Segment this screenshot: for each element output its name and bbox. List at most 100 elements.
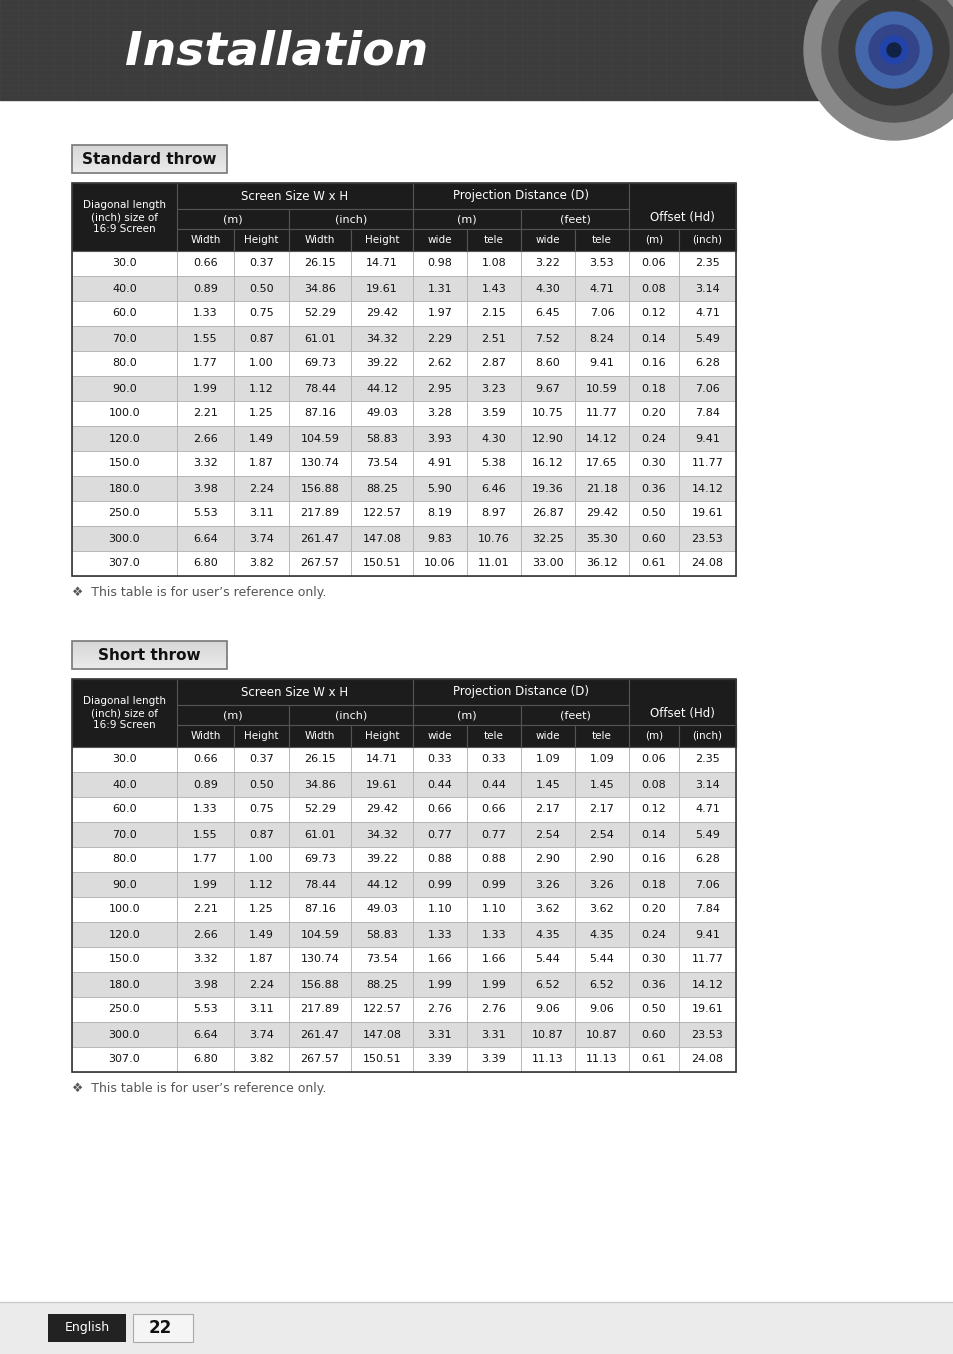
- Text: 26.15: 26.15: [304, 259, 335, 268]
- Bar: [628, 772, 679, 798]
- Text: 6.80: 6.80: [193, 1055, 217, 1064]
- Bar: [177, 822, 233, 848]
- Text: 0.98: 0.98: [427, 259, 452, 268]
- Bar: [71, 822, 177, 848]
- Bar: [289, 747, 351, 772]
- Bar: [628, 551, 679, 575]
- Bar: [520, 525, 575, 551]
- Text: 3.59: 3.59: [481, 409, 506, 418]
- Text: 3.11: 3.11: [249, 509, 274, 519]
- Bar: [71, 183, 177, 250]
- Text: 19.61: 19.61: [366, 780, 397, 789]
- Text: 180.0: 180.0: [109, 979, 140, 990]
- Text: Short throw: Short throw: [98, 647, 200, 662]
- Text: 22: 22: [149, 1319, 172, 1336]
- Bar: [233, 250, 289, 276]
- Text: 0.12: 0.12: [641, 309, 666, 318]
- Text: 32.25: 32.25: [532, 533, 563, 543]
- Text: 3.31: 3.31: [427, 1029, 452, 1040]
- Bar: [679, 229, 735, 250]
- Text: 7.06: 7.06: [695, 880, 720, 890]
- Text: 0.61: 0.61: [641, 558, 665, 569]
- Text: 44.12: 44.12: [366, 383, 397, 394]
- Bar: [233, 326, 289, 351]
- Text: 6.46: 6.46: [481, 483, 506, 493]
- Bar: [71, 183, 735, 575]
- Bar: [628, 250, 679, 276]
- Bar: [289, 525, 351, 551]
- Text: Installation: Installation: [125, 30, 428, 74]
- Text: 2.35: 2.35: [695, 259, 720, 268]
- Bar: [233, 798, 289, 822]
- Bar: [413, 525, 467, 551]
- Bar: [177, 946, 233, 972]
- Text: 3.23: 3.23: [481, 383, 506, 394]
- Text: 19.36: 19.36: [532, 483, 563, 493]
- Bar: [413, 997, 467, 1022]
- Text: tele: tele: [483, 236, 503, 245]
- Bar: [575, 772, 628, 798]
- Bar: [575, 525, 628, 551]
- Bar: [575, 972, 628, 997]
- Text: 6.45: 6.45: [535, 309, 559, 318]
- Bar: [0, 0, 953, 100]
- Text: 61.01: 61.01: [304, 830, 335, 839]
- Bar: [413, 376, 467, 401]
- Text: 69.73: 69.73: [304, 854, 335, 864]
- Bar: [289, 1022, 351, 1047]
- Bar: [289, 229, 351, 250]
- Bar: [413, 972, 467, 997]
- Text: 300.0: 300.0: [109, 1029, 140, 1040]
- Text: 35.30: 35.30: [585, 533, 618, 543]
- Text: (m): (m): [644, 236, 662, 245]
- Text: 11.77: 11.77: [691, 459, 722, 468]
- Text: (m): (m): [456, 709, 476, 720]
- Text: 3.28: 3.28: [427, 409, 452, 418]
- Bar: [413, 551, 467, 575]
- Text: 80.0: 80.0: [112, 359, 136, 368]
- Bar: [233, 477, 289, 501]
- Text: 0.77: 0.77: [427, 830, 452, 839]
- Bar: [467, 872, 520, 896]
- Text: 0.60: 0.60: [641, 533, 665, 543]
- Text: 30.0: 30.0: [112, 259, 136, 268]
- Bar: [467, 401, 520, 427]
- Text: 2.90: 2.90: [535, 854, 559, 864]
- Text: 11.77: 11.77: [585, 409, 618, 418]
- Text: 180.0: 180.0: [109, 483, 140, 493]
- Bar: [413, 747, 467, 772]
- Text: Offset (Hd): Offset (Hd): [649, 707, 714, 719]
- Bar: [233, 1047, 289, 1072]
- Bar: [467, 997, 520, 1022]
- Text: 2.95: 2.95: [427, 383, 452, 394]
- Text: 52.29: 52.29: [304, 804, 335, 815]
- Text: 3.14: 3.14: [695, 780, 720, 789]
- Text: 100.0: 100.0: [109, 904, 140, 914]
- Text: 80.0: 80.0: [112, 854, 136, 864]
- Bar: [177, 872, 233, 896]
- Text: 0.75: 0.75: [249, 804, 274, 815]
- Text: Height: Height: [364, 731, 399, 741]
- Bar: [520, 896, 575, 922]
- Text: 1.00: 1.00: [249, 854, 274, 864]
- Bar: [467, 427, 520, 451]
- Text: (inch): (inch): [335, 214, 367, 223]
- Bar: [177, 451, 233, 477]
- Circle shape: [868, 24, 918, 74]
- Bar: [575, 1022, 628, 1047]
- Text: 4.91: 4.91: [427, 459, 452, 468]
- Bar: [71, 401, 177, 427]
- Bar: [467, 326, 520, 351]
- Text: 29.42: 29.42: [366, 804, 397, 815]
- Text: 6.80: 6.80: [193, 558, 217, 569]
- Bar: [289, 250, 351, 276]
- Bar: [177, 997, 233, 1022]
- Bar: [628, 183, 735, 250]
- Bar: [233, 351, 289, 376]
- Text: 0.37: 0.37: [249, 754, 274, 765]
- Bar: [467, 772, 520, 798]
- Circle shape: [855, 12, 931, 88]
- Bar: [351, 427, 413, 451]
- Bar: [233, 451, 289, 477]
- Bar: [233, 525, 289, 551]
